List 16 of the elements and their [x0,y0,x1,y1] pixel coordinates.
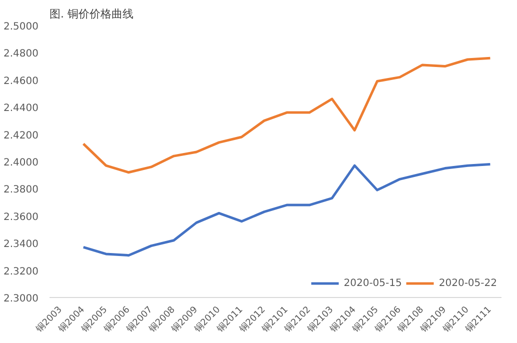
legend-label: 2020-05-22 [438,278,497,288]
line-series [82,56,492,174]
y-tick-label: 2.4800 [4,48,39,60]
chart-title: 图. 铜价价格曲线 [50,8,134,20]
line-series [82,162,492,257]
y-tick-label: 2.4400 [4,103,39,114]
y-tick-label: 2.3200 [4,266,39,278]
y-tick-label: 2.3400 [4,239,39,250]
y-tick-label: 2.4000 [4,158,39,168]
y-tick-label: 2.3800 [4,184,39,196]
y-tick-label: 2.3000 [4,294,39,304]
legend-label: 2020-05-15 [344,278,402,288]
y-tick-label: 2.5000 [4,22,39,32]
y-tick-label: 2.4200 [4,130,39,142]
y-tick-label: 2.4600 [4,76,39,87]
y-tick-label: 2.3600 [4,212,39,223]
